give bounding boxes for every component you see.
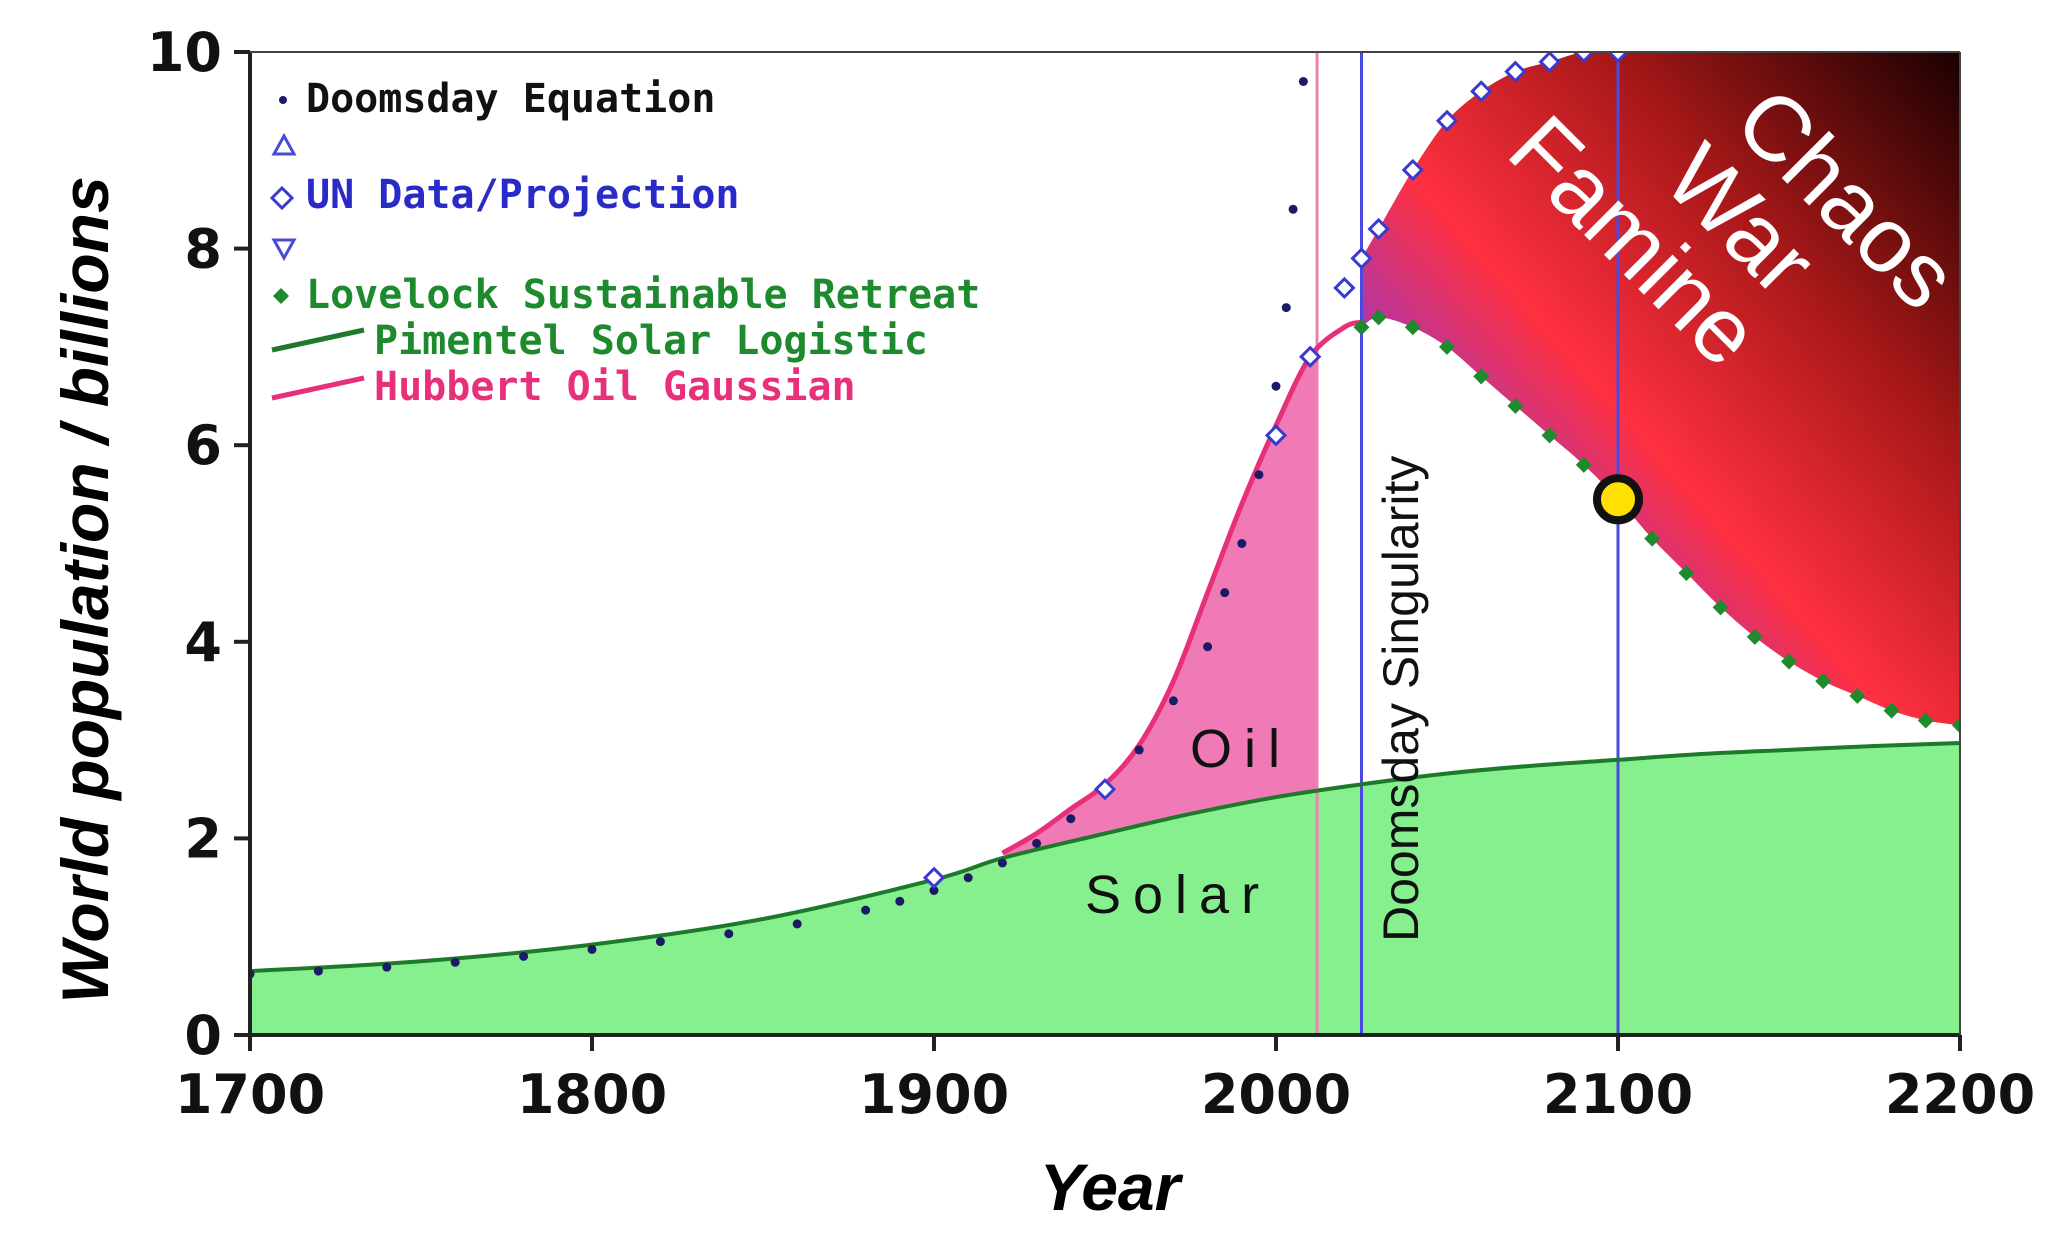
un-data-point: [1367, 217, 1390, 241]
doomsday-point: [1066, 814, 1076, 824]
yellow-marker-point: [1593, 474, 1643, 525]
un-data-point: [1470, 80, 1493, 103]
legend-marker-hubbert-line: [271, 375, 365, 401]
lovelock-point: [1781, 653, 1797, 670]
y-tick-label: 4: [184, 611, 222, 674]
doomsday-point: [1032, 838, 1042, 848]
lovelock-point: [1952, 717, 1960, 734]
lovelock-point: [1473, 368, 1490, 385]
y-tick-label: 0: [184, 1004, 222, 1067]
legend-label-pimentel-solar-logistic: Pimentel Solar Logistic: [374, 318, 928, 364]
legend-label-doomsday-equation: Doomsday Equation: [306, 76, 715, 122]
legend-marker-triangle-up: [271, 132, 297, 156]
x-tick-label: 1800: [517, 1063, 667, 1126]
legend-marker-diamond: [269, 185, 295, 211]
doomsday-point: [1298, 76, 1308, 86]
lovelock-point: [1644, 530, 1661, 547]
series-line-pimentel-solar-logistic: [250, 741, 1960, 974]
lovelock-point: [1439, 338, 1455, 355]
legend-marker-doomsday-dot: [279, 96, 287, 104]
doomsday-point: [1271, 381, 1281, 391]
doomsday-point: [895, 896, 905, 906]
lovelock-point: [1917, 712, 1934, 729]
legend-label-un-data-projection: UN Data/Projection: [306, 172, 739, 218]
solar-label: Solar: [1085, 865, 1271, 925]
x-tick-label: 1900: [859, 1063, 1009, 1126]
doomsday-singularity-label: Doomsday Singularity: [1373, 456, 1429, 942]
lovelock-point: [1678, 564, 1695, 581]
doomsday-point: [1254, 470, 1264, 480]
doomsday-point: [382, 962, 392, 972]
y-axis-title: World population / billions: [48, 176, 122, 1003]
doomsday-point: [1134, 745, 1144, 755]
chaos-region: [1361, 52, 1960, 726]
x-tick-label: 2200: [1885, 1063, 2035, 1126]
un-data-point: [1350, 247, 1373, 270]
doomsday-point: [1237, 539, 1247, 548]
legend-marker-lovelock-diamond: [273, 288, 289, 304]
legend-label-lovelock-sustainable-retreat: Lovelock Sustainable Retreat: [306, 272, 980, 318]
lovelock-point: [1575, 456, 1592, 473]
doomsday-point: [313, 966, 323, 976]
legend: Doomsday Equation UN Data/Projection Lov…: [269, 76, 980, 410]
un-data-point: [1264, 424, 1288, 447]
doomsday-point: [1281, 303, 1291, 313]
y-tick-label: 6: [184, 414, 222, 477]
un-data-point: [1333, 276, 1356, 300]
lovelock-point: [1815, 673, 1832, 690]
un-data-point: [1299, 345, 1322, 368]
un-data-point: [1093, 778, 1117, 801]
oil-label: Oil: [1190, 719, 1292, 779]
un-data-point: [1435, 109, 1459, 132]
un-data-point: [1538, 52, 1561, 73]
doomsday-point: [519, 951, 529, 961]
x-tick-label: 2000: [1201, 1063, 1351, 1126]
un-data-point: [1401, 158, 1424, 182]
doomsday-point: [1168, 696, 1178, 706]
doomsday-point: [450, 957, 460, 967]
lovelock-point: [1507, 397, 1524, 414]
lovelock-point: [1404, 319, 1421, 336]
doomsday-point: [587, 944, 597, 954]
lovelock-point: [1541, 427, 1558, 444]
legend-marker-pimentel-line: [271, 327, 365, 353]
solar-region: [250, 743, 1960, 1035]
doomsday-point: [1203, 642, 1213, 652]
doomsday-point: [792, 919, 802, 929]
un-data-point: [1572, 52, 1595, 64]
lovelock-point: [1883, 702, 1900, 719]
x-axis-title: Year: [1040, 1150, 1184, 1224]
doomsday-point: [1288, 204, 1298, 214]
doomsday-point: [963, 873, 973, 883]
doomsday-point: [929, 885, 939, 895]
un-data-point: [1606, 52, 1630, 64]
legend-label-hubbert-oil-gaussian: Hubbert Oil Gaussian: [374, 364, 856, 410]
lovelock-point: [1746, 628, 1763, 645]
y-tick-label: 2: [184, 807, 222, 870]
lovelock-point: [1849, 687, 1866, 704]
lovelock-point: [1712, 599, 1729, 616]
un-data-point: [922, 866, 946, 889]
doomsday-point: [997, 858, 1007, 868]
doomsday-point: [861, 905, 871, 915]
y-tick-label: 8: [184, 218, 222, 281]
y-tick-label: 10: [147, 21, 222, 84]
un-data-point: [1504, 60, 1527, 83]
doomsday-point: [724, 929, 734, 939]
lovelock-point: [1370, 309, 1387, 326]
x-tick-label: 1700: [175, 1063, 325, 1126]
lovelock-point: [1353, 319, 1370, 336]
doomsday-point: [655, 937, 665, 947]
doomsday-point: [1220, 588, 1230, 598]
x-tick-label: 2100: [1543, 1063, 1693, 1126]
oil-region: [1002, 349, 1317, 857]
legend-marker-triangle-down: [271, 238, 297, 262]
